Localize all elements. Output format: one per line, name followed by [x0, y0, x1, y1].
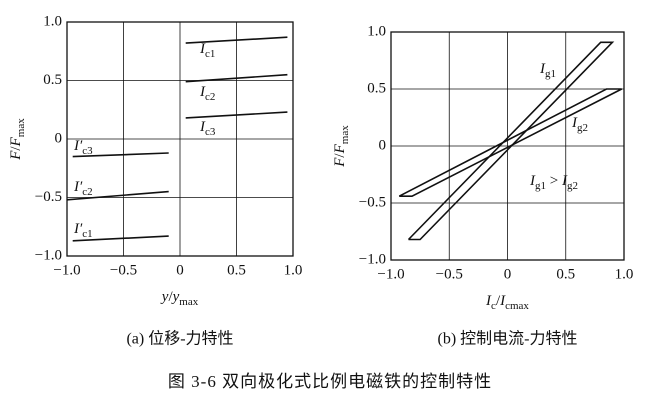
y-tick-label: 0 — [379, 137, 387, 153]
y-tick-label: 1.0 — [367, 23, 386, 39]
annotation-run: I — [529, 173, 536, 189]
y-tick-label: −1.0 — [35, 247, 62, 263]
series-label-run: I — [571, 115, 578, 131]
series-line — [72, 152, 169, 158]
y-axis-label-run: / — [332, 153, 348, 158]
x-tick-label: 0.5 — [227, 262, 246, 278]
x-tick-label: −0.5 — [110, 262, 137, 278]
x-tick-label: 1.0 — [615, 266, 634, 282]
annotation: Ig1 > Ig2 — [529, 173, 578, 191]
series-line — [407, 41, 615, 241]
y-axis-label-run: / — [8, 146, 24, 151]
x-axis-label-run: max — [179, 296, 198, 308]
x-axis-label-run: / — [496, 293, 501, 309]
series-line — [185, 73, 288, 83]
series-label-run: c3 — [205, 126, 216, 138]
y-tick-label: −0.5 — [359, 194, 386, 210]
annotation-run: I — [561, 173, 568, 189]
y-axis-label-run: max — [15, 118, 27, 137]
x-axis-label-run: cmax — [505, 300, 529, 312]
series-line — [66, 190, 169, 201]
y-tick-label: 0 — [55, 130, 63, 146]
y-tick-label: 1.0 — [43, 13, 62, 29]
y-tick-label: 0.5 — [43, 72, 62, 88]
series-label-run: c1 — [82, 228, 92, 240]
series-label: I′c3 — [73, 138, 93, 156]
x-axis-label-run: I — [499, 293, 506, 309]
series-label: Ic1 — [199, 41, 215, 59]
series-label-run: I′ — [73, 179, 83, 195]
series-line — [72, 235, 169, 242]
series-label-run: c3 — [82, 145, 93, 157]
y-axis-label-run: max — [339, 125, 351, 144]
series-label: Ig1 — [539, 61, 556, 79]
series-label: Ic3 — [199, 119, 216, 137]
series-label-run: I′ — [73, 138, 83, 154]
series-label: I′c2 — [73, 179, 93, 197]
series-label-run: I — [199, 41, 206, 57]
x-axis-label-run: c — [491, 300, 496, 312]
annotation-run: > — [546, 173, 562, 189]
y-axis-label: F/Fmax — [8, 118, 26, 161]
x-axis-label: y/ymax — [160, 289, 199, 307]
series-label-run: I — [539, 61, 546, 77]
subplot-caption: (a) 位移-力特性 — [126, 330, 233, 348]
x-axis-label-run: I — [485, 293, 492, 309]
series-label-run: g1 — [545, 68, 556, 80]
x-tick-label: 0 — [176, 262, 184, 278]
x-tick-label: 1.0 — [284, 262, 303, 278]
x-axis-label: Ic/Icmax — [485, 293, 529, 311]
series-label-run: c1 — [205, 48, 215, 60]
x-tick-label: 0.5 — [556, 266, 575, 282]
series-line — [185, 111, 288, 119]
series-label: I′c1 — [73, 221, 93, 239]
y-axis-label-run: F — [8, 136, 24, 147]
x-tick-label: −1.0 — [377, 266, 404, 282]
x-axis-label-run: y — [171, 289, 180, 305]
series-label: Ig2 — [571, 115, 588, 133]
figure-caption: 图 3-6 双向极化式比例电磁铁的控制特性 — [168, 372, 492, 391]
series-label-run: I′ — [73, 221, 83, 237]
x-axis-label-run: y — [160, 289, 169, 305]
y-tick-label: −0.5 — [35, 189, 62, 205]
x-tick-label: −1.0 — [53, 262, 80, 278]
y-tick-label: 0.5 — [367, 80, 386, 96]
series-label-run: c2 — [205, 91, 215, 103]
series-line — [398, 88, 623, 197]
series-label-run: I — [199, 119, 206, 135]
subplot-caption: (b) 控制电流-力特性 — [438, 330, 578, 348]
series-label-run: g2 — [577, 122, 588, 134]
x-tick-label: 0 — [504, 266, 512, 282]
y-tick-label: −1.0 — [359, 251, 386, 267]
x-tick-label: −0.5 — [436, 266, 463, 282]
x-axis-label-run: / — [168, 289, 173, 305]
annotation-run: g2 — [567, 180, 578, 192]
annotation-run: g1 — [535, 180, 546, 192]
series-line — [185, 36, 288, 44]
y-axis-label-run: F — [332, 143, 348, 154]
y-axis-label-run: F — [8, 150, 24, 161]
series-label: Ic2 — [199, 84, 215, 102]
y-axis-label: F/Fmax — [332, 125, 350, 168]
y-axis-label-run: F — [332, 157, 348, 168]
series-label-run: I — [199, 84, 206, 100]
series-label-run: c2 — [82, 186, 92, 198]
